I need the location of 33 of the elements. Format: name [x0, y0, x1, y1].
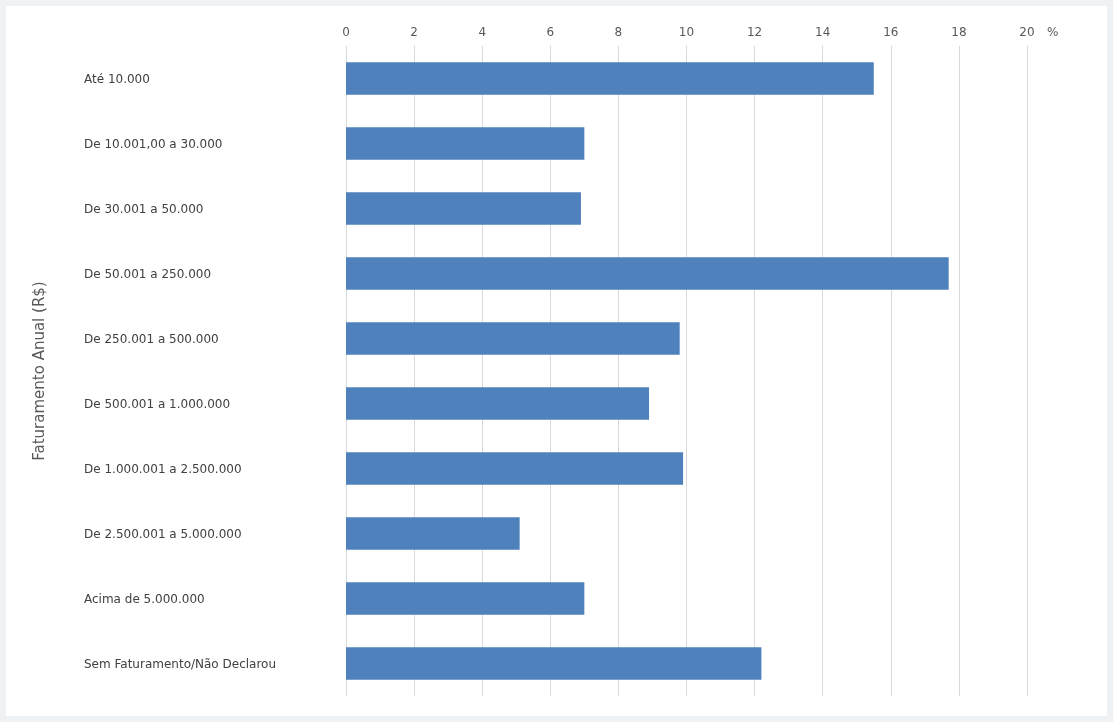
- x-tick-label: 20: [1019, 25, 1035, 39]
- y-tick-label: De 500.001 a 1.000.000: [84, 396, 231, 411]
- x-tick-label: 4: [478, 25, 487, 39]
- bar: [346, 322, 680, 355]
- y-tick-label: De 1.000.001 a 2.500.000: [84, 461, 242, 476]
- y-tick-label: Sem Faturamento/Não Declarou: [84, 656, 277, 671]
- bar: [346, 517, 520, 550]
- bar: [346, 387, 650, 420]
- x-tick-label: 6: [546, 25, 555, 39]
- y-tick-label: Até 10.000: [84, 71, 150, 86]
- x-tick-label: 14: [815, 25, 831, 39]
- x-tick-label: 16: [883, 25, 899, 39]
- y-axis-title: Faturamento Anual (R$): [29, 281, 48, 461]
- y-tick-label: Acima de 5.000.000: [84, 591, 205, 606]
- x-tick-label: 18: [951, 25, 967, 39]
- x-tick-label: 12: [746, 25, 763, 39]
- y-tick-label: De 10.001,00 a 30.000: [84, 136, 223, 151]
- y-tick-label: De 250.001 a 500.000: [84, 331, 219, 346]
- bar: [346, 647, 762, 680]
- y-tick-label: De 50.001 a 250.000: [84, 266, 212, 281]
- bar: [346, 127, 585, 160]
- y-tick-label: De 30.001 a 50.000: [84, 201, 204, 216]
- bar: [346, 582, 585, 615]
- x-axis-title: %: [1047, 25, 1059, 39]
- x-tick-label: 0: [342, 25, 350, 39]
- bar: [346, 62, 874, 95]
- bar: [346, 192, 581, 225]
- bar: [346, 257, 949, 290]
- x-tick-label: 10: [678, 25, 695, 39]
- y-tick-label: De 2.500.001 a 5.000.000: [84, 526, 242, 541]
- bar: [346, 452, 684, 485]
- x-tick-label: 8: [614, 25, 623, 39]
- x-tick-label: 2: [410, 25, 418, 39]
